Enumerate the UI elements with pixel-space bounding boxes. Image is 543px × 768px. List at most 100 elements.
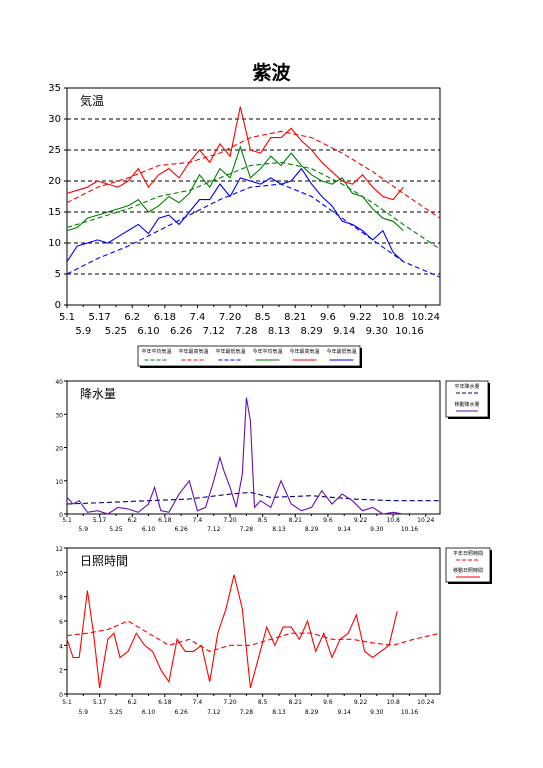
x-tick-label: 6.18	[158, 699, 172, 706]
x-tick-label: 9.22	[349, 312, 371, 323]
y-tick-label: 10	[55, 570, 63, 577]
x-tick-label: 7.4	[189, 312, 205, 323]
x-tick-label: 5.9	[79, 709, 89, 716]
y-tick-label: 0	[59, 512, 63, 519]
y-tick-label: 0	[55, 300, 61, 311]
series-line-0-4	[66, 106, 404, 201]
x-tick-label: 7.28	[240, 709, 254, 716]
x-tick-label: 8.29	[305, 526, 319, 533]
y-tick-label: 20	[48, 176, 61, 187]
x-tick-label: 8.5	[258, 517, 268, 524]
legend-box	[445, 547, 491, 583]
x-tick-label: 10.24	[411, 312, 440, 323]
page-title: 紫波	[252, 62, 291, 84]
x-tick-label: 8.13	[268, 326, 290, 337]
x-tick-label: 8.21	[289, 517, 303, 524]
legend-label: 平年平均気温	[141, 348, 171, 355]
x-tick-label: 8.5	[258, 699, 268, 706]
x-tick-label: 7.28	[235, 326, 257, 337]
x-tick-label: 10.16	[395, 326, 424, 337]
x-tick-label: 7.4	[193, 517, 203, 524]
panel-title: 気温	[80, 93, 104, 108]
y-tick-label: 5	[55, 269, 61, 280]
x-tick-label: 6.10	[142, 526, 156, 533]
series-line-0-0	[66, 161, 441, 250]
x-tick-label: 5.17	[93, 517, 107, 524]
x-tick-label: 8.29	[305, 709, 319, 716]
x-tick-label: 6.26	[174, 526, 188, 533]
legend-box	[137, 345, 361, 367]
x-tick-label: 7.12	[207, 709, 221, 716]
x-tick-label: 9.14	[338, 709, 352, 716]
legend-label: 移動日照時間	[453, 567, 483, 574]
legend-label: 今年最低気温	[326, 348, 356, 355]
x-tick-label: 5.25	[109, 526, 123, 533]
x-tick-label: 9.6	[323, 517, 333, 524]
x-tick-label: 10.24	[417, 517, 434, 524]
x-tick-label: 5.25	[109, 709, 123, 716]
series-line-1-1	[66, 397, 404, 515]
x-tick-label: 8.13	[272, 526, 286, 533]
x-tick-label: 10.8	[382, 312, 404, 323]
x-tick-label: 6.10	[137, 326, 159, 337]
x-tick-label: 9.14	[333, 326, 355, 337]
x-tick-label: 8.13	[272, 709, 286, 716]
legend-label: 今年最高気温	[289, 348, 319, 355]
plot-frame-0	[66, 87, 441, 306]
x-tick-label: 9.6	[323, 699, 333, 706]
y-tick-label: 4	[59, 643, 63, 650]
x-tick-label: 6.26	[174, 709, 188, 716]
x-tick-label: 7.20	[223, 517, 237, 524]
x-tick-label: 8.5	[255, 312, 271, 323]
y-tick-label: 15	[48, 207, 61, 218]
legend-label: 平年最低気温	[215, 348, 245, 355]
series-line-0-3	[66, 145, 404, 232]
legend-label: 移動降水量	[454, 401, 479, 408]
x-tick-label: 5.17	[88, 312, 110, 323]
y-tick-label: 20	[55, 446, 63, 453]
x-tick-label: 9.22	[354, 517, 368, 524]
y-tick-label: 25	[48, 145, 61, 156]
x-tick-label: 5.9	[75, 326, 91, 337]
x-tick-label: 7.12	[207, 526, 221, 533]
x-tick-label: 5.17	[93, 699, 107, 706]
x-tick-label: 10.16	[401, 526, 418, 533]
x-tick-label: 7.20	[219, 312, 241, 323]
y-tick-label: 6	[59, 619, 63, 626]
y-tick-label: 35	[48, 83, 61, 94]
plot-frame-2	[66, 547, 441, 695]
x-tick-label: 10.8	[386, 517, 400, 524]
y-tick-label: 8	[59, 595, 63, 602]
x-tick-label: 9.22	[354, 699, 368, 706]
series-line-0-2	[66, 183, 441, 278]
legend-label: 平年最高気温	[178, 348, 208, 355]
series-line-2-0	[66, 620, 441, 652]
y-tick-label: 30	[55, 412, 63, 419]
x-tick-label: 6.18	[154, 312, 176, 323]
series-line-0-1	[66, 130, 441, 219]
x-tick-label: 5.9	[79, 526, 89, 533]
series-line-0-5	[66, 167, 404, 263]
x-tick-label: 10.16	[401, 709, 418, 716]
legend-label: 平年日照時間	[453, 550, 483, 557]
x-tick-label: 8.29	[300, 326, 322, 337]
y-tick-label: 40	[55, 379, 63, 386]
x-tick-label: 5.1	[62, 517, 72, 524]
y-tick-label: 30	[48, 114, 61, 125]
x-tick-label: 8.21	[289, 699, 303, 706]
x-tick-label: 9.30	[366, 326, 388, 337]
x-tick-label: 6.2	[124, 312, 140, 323]
y-tick-label: 10	[55, 479, 63, 486]
x-tick-label: 7.12	[203, 326, 225, 337]
x-tick-label: 5.1	[62, 699, 72, 706]
x-tick-label: 6.2	[127, 699, 137, 706]
x-tick-label: 9.30	[370, 526, 384, 533]
x-tick-label: 7.4	[193, 699, 203, 706]
x-tick-label: 10.24	[417, 699, 434, 706]
x-tick-label: 9.14	[338, 526, 352, 533]
x-tick-label: 8.21	[284, 312, 306, 323]
x-tick-label: 5.25	[105, 326, 127, 337]
panel-title: 日照時間	[80, 554, 128, 568]
legend-label: 今年平均気温	[252, 348, 282, 355]
